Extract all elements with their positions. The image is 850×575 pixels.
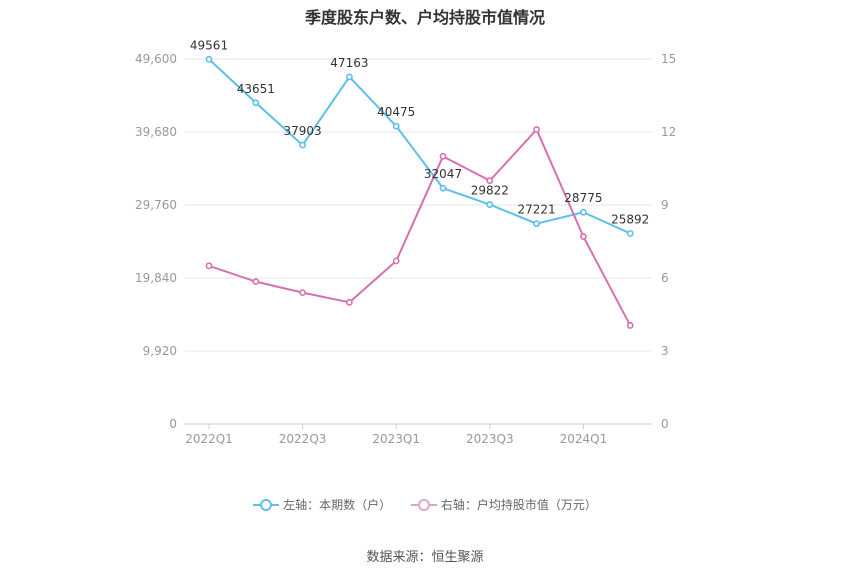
data-label: 43651: [237, 82, 275, 96]
data-point: [439, 152, 447, 160]
legend-label-households: 左轴：本期数（户）: [283, 498, 392, 512]
left-tick-label: 0: [169, 417, 177, 431]
x-tick-label: 2022Q3: [279, 432, 327, 446]
data-point: [345, 298, 353, 306]
data-label: 27221: [518, 203, 556, 217]
data-label: 28775: [564, 191, 602, 205]
source-note: 数据来源：恒生聚源: [366, 550, 484, 565]
data-point: [252, 99, 260, 107]
x-axis: 2022Q1 2022Q3 2023Q1 2023Q3 2024Q1: [185, 424, 607, 446]
data-point: [299, 289, 306, 296]
x-tick-label: 2023Q3: [466, 432, 514, 446]
right-tick-label: 9: [661, 198, 669, 212]
left-tick-label: 19,840: [135, 271, 177, 285]
series-line-0: [208, 58, 631, 235]
left-tick-label: 49,600: [135, 52, 177, 66]
data-point: [486, 201, 494, 208]
legend-item-households[interactable]: 左轴：本期数（户）: [253, 496, 391, 513]
data-label: 47163: [330, 56, 368, 70]
data-point: [252, 278, 260, 286]
data-labels: 49561 43651 37903 47163 40475 32047 29822 27221…: [190, 38, 649, 226]
data-point: [533, 220, 540, 228]
legend: 左轴：本期数（户） 右轴：户均持股市值（万元）: [0, 496, 850, 514]
data-label: 37903: [284, 124, 322, 138]
data-point: [486, 177, 494, 185]
chart-title: 季度股东户数、户均持股市值情况: [304, 8, 545, 27]
right-tick-label: 0: [661, 417, 669, 431]
data-label: 29822: [471, 184, 509, 198]
data-point: [392, 257, 400, 265]
series-line-1: [208, 128, 632, 326]
data-label: 40475: [377, 105, 415, 119]
legend-item-avg-value[interactable]: 右轴：户均持股市值（万元）: [410, 496, 597, 513]
left-tick-label: 9,920: [143, 344, 177, 358]
legend-swatch-avg-value: [410, 498, 437, 511]
left-axis-ticks: 0 9,920 19,840 29,760 39,680 49,600: [135, 52, 177, 431]
left-tick-label: 39,680: [135, 125, 177, 139]
right-axis-ticks: 0 3 6 9 12 15: [661, 52, 676, 431]
data-point: [345, 73, 353, 81]
data-point: [439, 184, 447, 192]
right-tick-label: 6: [661, 271, 669, 285]
legend-swatch-households: [253, 498, 280, 511]
legend-label-avg-value: 右轴：户均持股市值（万元）: [440, 498, 597, 512]
data-point: [205, 55, 213, 63]
data-point: [392, 122, 400, 130]
x-tick-label: 2023Q1: [372, 432, 420, 446]
x-tick-label: 2022Q1: [185, 432, 233, 446]
data-point: [626, 230, 634, 237]
right-tick-label: 3: [661, 344, 669, 358]
grid-lines: [185, 58, 652, 425]
left-tick-label: 29,760: [135, 198, 177, 212]
data-point: [205, 262, 213, 270]
data-point: [580, 208, 587, 216]
data-label: 49561: [190, 38, 228, 52]
series-layer: [205, 55, 634, 329]
right-tick-label: 15: [661, 52, 676, 66]
data-label: 25892: [611, 212, 649, 226]
data-label: 32047: [424, 167, 462, 181]
data-point: [299, 141, 306, 149]
x-tick-label: 2024Q1: [560, 432, 608, 446]
right-tick-label: 12: [661, 125, 676, 139]
data-point: [580, 233, 587, 241]
data-point: [533, 126, 540, 133]
data-point: [626, 322, 634, 329]
